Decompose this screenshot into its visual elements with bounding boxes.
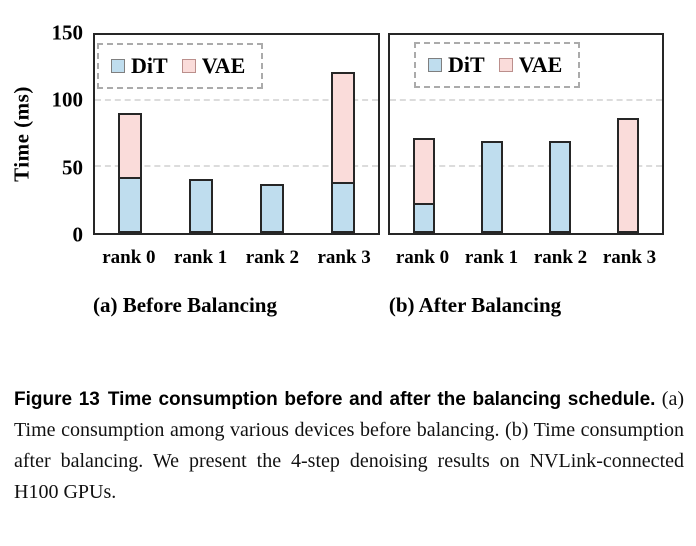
y-tick-150: 150 bbox=[51, 20, 84, 45]
legend-item-dit: DiT bbox=[428, 54, 485, 76]
legend-label-dit: DiT bbox=[131, 53, 168, 78]
legend-item-dit: DiT bbox=[111, 55, 168, 77]
x-label-rank-3: rank 3 bbox=[602, 247, 657, 268]
x-axis-labels-before: rank 0 rank 1 rank 2 rank 3 bbox=[93, 247, 380, 269]
legend-item-vae: VAE bbox=[498, 52, 563, 77]
x-label-rank-2: rank 2 bbox=[245, 247, 300, 268]
bar-segment-vae bbox=[330, 71, 355, 185]
x-axis-labels-after: rank 0 rank 1 rank 2 rank 3 bbox=[388, 247, 664, 269]
bar-rank-1 bbox=[481, 140, 503, 233]
legend-label-vae: VAE bbox=[518, 52, 563, 77]
y-tick-50: 50 bbox=[62, 155, 83, 180]
bar-rank-0 bbox=[118, 112, 143, 233]
x-label-rank-0: rank 0 bbox=[102, 247, 156, 268]
bar-segment-vae bbox=[118, 112, 143, 179]
dit-swatch-icon bbox=[111, 59, 125, 73]
bar-segment-dit bbox=[413, 205, 435, 233]
legend: DiT VAE bbox=[97, 43, 264, 89]
gridline-100 bbox=[95, 99, 378, 101]
x-label-rank-1: rank 1 bbox=[173, 247, 228, 268]
bar-segment-dit bbox=[259, 184, 284, 233]
legend-label-vae: VAE bbox=[201, 53, 246, 78]
x-label-rank-2: rank 2 bbox=[533, 247, 588, 268]
bar-segment-dit bbox=[481, 140, 503, 233]
bar-segment-dit bbox=[189, 178, 214, 233]
dit-swatch-icon bbox=[428, 58, 442, 72]
bar-rank-2 bbox=[259, 184, 284, 233]
x-label-rank-1: rank 1 bbox=[464, 247, 519, 268]
bar-rank-2 bbox=[549, 140, 571, 233]
legend-item-vae: VAE bbox=[181, 53, 246, 78]
y-axis-tick-labels: 0 50 100 150 bbox=[0, 0, 88, 340]
gridline-50 bbox=[95, 165, 378, 167]
bar-rank-1 bbox=[189, 178, 214, 233]
chart-after-balancing: DiT VAE bbox=[388, 33, 664, 235]
figure-caption: Figure 13 Time consumption before and aft… bbox=[14, 384, 684, 508]
figure-caption-title: Time consumption before and after the ba… bbox=[107, 389, 656, 410]
bar-segment-dit bbox=[330, 184, 355, 233]
figure-caption-label: Figure 13 bbox=[14, 389, 100, 410]
bars-container bbox=[390, 35, 662, 233]
bars-container bbox=[95, 35, 378, 233]
bar-rank-3 bbox=[617, 118, 639, 233]
x-label-rank-3: rank 3 bbox=[317, 247, 371, 268]
legend-label-dit: DiT bbox=[448, 52, 485, 77]
subtitle-before-balancing: (a) Before Balancing bbox=[93, 293, 277, 317]
chart-before-balancing: DiT VAE bbox=[93, 33, 380, 235]
bar-segment-vae bbox=[617, 118, 639, 233]
gridline-100 bbox=[390, 99, 662, 101]
vae-swatch-icon bbox=[181, 59, 196, 73]
y-tick-100: 100 bbox=[51, 87, 84, 112]
bar-segment-vae bbox=[413, 137, 435, 206]
subtitle-after-balancing: (b) After Balancing bbox=[388, 293, 562, 317]
vae-swatch-icon bbox=[498, 58, 513, 72]
gridline-50 bbox=[390, 165, 662, 167]
x-label-rank-0: rank 0 bbox=[395, 247, 450, 268]
legend: DiT VAE bbox=[414, 42, 581, 88]
figure-caption-body: (a) Time consumption among various devic… bbox=[14, 388, 684, 503]
bar-rank-3 bbox=[330, 71, 355, 233]
bar-segment-dit bbox=[118, 178, 143, 233]
bar-rank-0 bbox=[413, 137, 435, 233]
y-tick-0: 0 bbox=[72, 222, 84, 247]
bar-segment-dit bbox=[549, 140, 571, 233]
